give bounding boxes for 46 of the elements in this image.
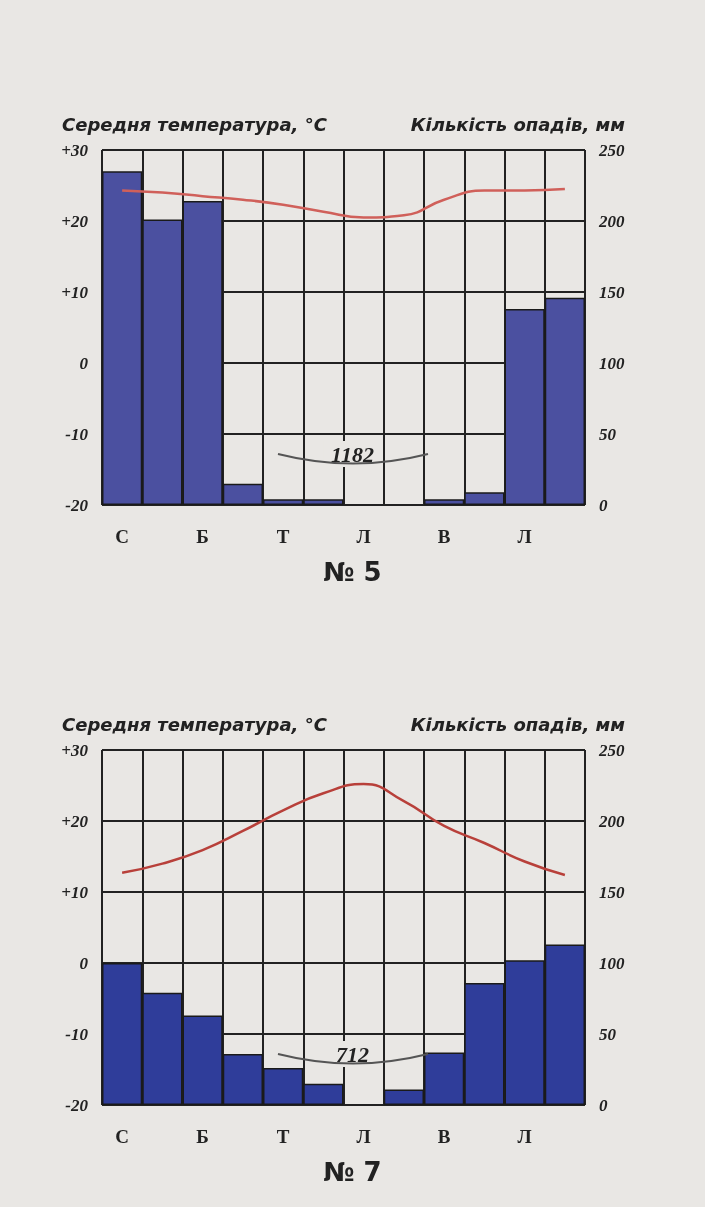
- y-tick-label: 0: [79, 953, 89, 973]
- y2-tick-label: 50: [599, 424, 617, 444]
- y2-tick-label: 50: [599, 1024, 617, 1044]
- y-axis-title: Середня температура, °C: [62, 713, 328, 735]
- y-tick-label: +10: [61, 882, 89, 902]
- y2-tick-label: 150: [599, 282, 625, 302]
- y-tick-label: -10: [65, 424, 89, 444]
- x-tick-label: Т: [276, 526, 290, 547]
- x-tick-label: Л: [517, 526, 532, 547]
- y2-tick-label: 100: [599, 953, 625, 973]
- y-tick-label: +30: [61, 740, 89, 760]
- y2-axis-title: Кількість опадів, мм: [410, 113, 626, 135]
- y2-tick-label: 250: [598, 740, 625, 760]
- text: № 5: [323, 557, 382, 587]
- y2-tick-label: 250: [598, 140, 625, 160]
- y2-tick-label: 150: [599, 882, 625, 902]
- y2-tick-label: 0: [599, 1095, 608, 1115]
- y-tick-label: -20: [65, 495, 89, 515]
- y-tick-label: -20: [65, 1095, 89, 1115]
- y2-tick-label: 100: [599, 353, 625, 373]
- x-tick-label: Б: [196, 526, 209, 547]
- y2-tick-label: 200: [598, 211, 625, 231]
- y-axis-title: Середня температура, °C: [62, 113, 328, 135]
- x-tick-label: С: [115, 1126, 129, 1147]
- y-tick-label: -10: [65, 1024, 89, 1044]
- y2-tick-label: 0: [599, 495, 608, 515]
- y2-tick-label: 200: [598, 811, 625, 831]
- y-tick-label: +20: [61, 211, 89, 231]
- x-tick-label: Т: [276, 1126, 290, 1147]
- x-tick-label: В: [437, 526, 451, 547]
- annotation: 1182: [331, 441, 374, 467]
- line-series: [120, 187, 567, 219]
- x-tick-label: В: [437, 1126, 451, 1147]
- x-tick-label: Л: [356, 526, 371, 547]
- x-tick-label: Л: [356, 1126, 371, 1147]
- y-tick-label: +20: [61, 811, 89, 831]
- x-tick-label: С: [115, 526, 129, 547]
- x-tick-label: Л: [517, 1126, 532, 1147]
- y-tick-label: +10: [61, 282, 89, 302]
- x-tick-label: Б: [196, 1126, 209, 1147]
- y-tick-label: +30: [61, 140, 89, 160]
- line-series: [120, 782, 567, 877]
- y-tick-label: 0: [79, 353, 89, 373]
- text: № 7: [323, 1157, 382, 1187]
- y2-axis-title: Кількість опадів, мм: [410, 713, 626, 735]
- annotation: 712: [336, 1041, 369, 1067]
